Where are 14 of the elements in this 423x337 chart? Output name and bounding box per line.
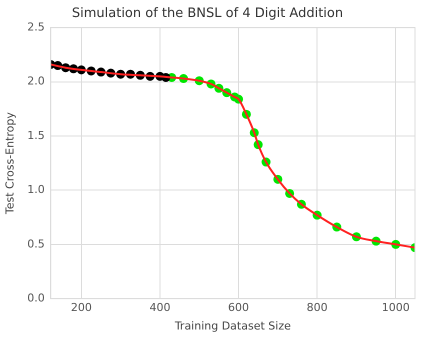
y-tick-label: 0.0 [27,291,45,304]
y-tick-label: 2.5 [27,20,45,34]
chart-title: Simulation of the BNSL of 4 Digit Addition [72,6,344,22]
y-axis-title: Test Cross-Entropy [3,112,16,216]
y-tick-label: 2.0 [27,74,45,88]
x-tick-label: 400 [149,301,170,314]
x-tick-label: 1000 [382,301,410,314]
x-tick-label: 600 [228,301,250,314]
x-tick-label: 800 [306,301,328,314]
y-tick-label: 0.5 [27,237,45,250]
y-tick-label: 1.0 [27,183,45,196]
x-axis-title: Training Dataset Size [174,319,292,332]
y-tick-label: 1.5 [27,128,45,142]
x-tick-label: 200 [70,301,92,314]
